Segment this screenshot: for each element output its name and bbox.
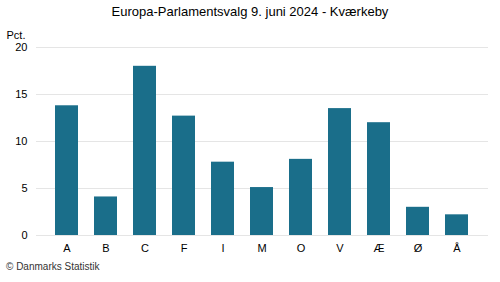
- svg-text:15: 15: [15, 88, 27, 100]
- svg-text:0: 0: [21, 229, 27, 241]
- svg-text:A: A: [63, 242, 71, 254]
- svg-text:Ø: Ø: [414, 242, 423, 254]
- svg-text:10: 10: [15, 135, 27, 147]
- html-text:© Danmarks Statistik: © Danmarks Statistik: [6, 261, 100, 272]
- svg-text:Å: Å: [453, 242, 461, 254]
- svg-text:O: O: [297, 242, 306, 254]
- svg-text:V: V: [336, 242, 344, 254]
- svg-text:Æ: Æ: [374, 242, 385, 254]
- svg-text:20: 20: [15, 41, 27, 53]
- svg-text:Pct.: Pct.: [7, 29, 26, 41]
- svg-text:F: F: [181, 242, 188, 254]
- html-text:Europa-Parlamentsvalg 9. juni: Europa-Parlamentsvalg 9. juni 2024 - Kvæ…: [111, 4, 389, 19]
- svg-text:I: I: [221, 242, 224, 254]
- svg-text:5: 5: [21, 182, 27, 194]
- svg-text:B: B: [102, 242, 109, 254]
- svg-text:M: M: [257, 242, 266, 254]
- svg-text:C: C: [141, 242, 149, 254]
